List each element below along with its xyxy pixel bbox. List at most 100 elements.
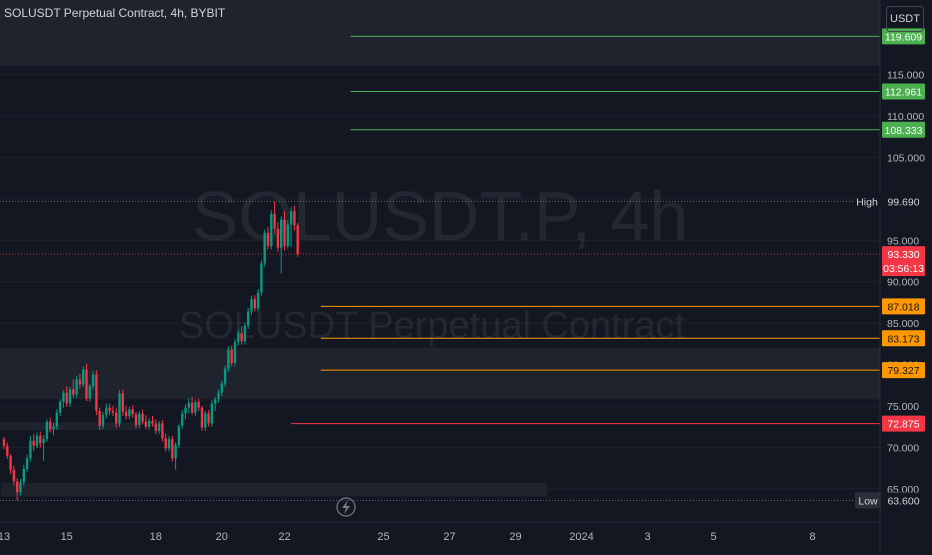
candle — [45, 419, 49, 442]
candle-body — [111, 410, 115, 413]
candle — [187, 398, 190, 414]
candle-body — [187, 402, 190, 408]
candle — [157, 420, 161, 435]
candle — [243, 322, 247, 345]
candle — [115, 407, 118, 428]
candle — [289, 207, 293, 247]
candle — [184, 404, 187, 420]
candle — [273, 201, 276, 234]
candle-body — [144, 421, 148, 427]
last-price: 93.330 — [887, 249, 919, 261]
candle — [171, 435, 174, 462]
candle — [237, 329, 240, 346]
level-price-tag-bg — [882, 362, 925, 379]
zone-rect — [0, 348, 880, 400]
candle — [55, 409, 58, 431]
candle — [111, 406, 115, 416]
candle-body — [82, 369, 85, 385]
candle — [128, 406, 131, 420]
candle — [65, 386, 68, 407]
candle — [190, 396, 194, 416]
candle — [214, 396, 217, 411]
candle-body — [2, 439, 6, 446]
candle — [247, 308, 250, 329]
x-tick-label: 27 — [443, 531, 455, 543]
candle-body — [108, 407, 111, 411]
currency-button[interactable]: USDT — [886, 6, 924, 32]
zones-layer — [0, 0, 880, 497]
candle-body — [210, 403, 214, 424]
candle — [207, 410, 210, 427]
candle — [296, 222, 299, 257]
candle-body — [75, 379, 78, 395]
candle-body — [55, 412, 58, 427]
price-grid — [0, 74, 880, 490]
low-label: Low — [858, 495, 878, 507]
candle — [98, 407, 101, 431]
candle — [141, 409, 144, 425]
candle-body — [253, 299, 256, 309]
candle-body — [217, 392, 220, 400]
chart-title: SOLUSDT Perpetual Contract, 4h, BYBIT — [4, 6, 226, 20]
candle-body — [227, 349, 230, 369]
candle-body — [148, 420, 151, 427]
candle — [263, 229, 266, 267]
lightning-icon[interactable] — [336, 497, 356, 517]
candle-body — [32, 440, 35, 446]
candle — [233, 338, 237, 367]
candle — [62, 390, 65, 408]
candle — [167, 435, 171, 452]
candle — [253, 294, 256, 312]
candles — [2, 201, 299, 501]
candle — [266, 227, 270, 250]
candle — [2, 436, 6, 450]
candle — [217, 389, 220, 403]
time-axis[interactable]: 13 15 18 20 22 25 27 29 2024 3 5 8 — [0, 531, 816, 543]
candle-body — [115, 412, 118, 424]
candle-body — [286, 224, 289, 247]
candle-body — [214, 399, 217, 404]
candle — [210, 400, 214, 427]
candle-body — [273, 213, 276, 229]
candle — [108, 403, 111, 416]
y-tick-label: 105.000 — [887, 152, 925, 164]
candle — [134, 411, 138, 429]
candle — [280, 216, 283, 274]
y-tick-label: 75.000 — [887, 401, 919, 413]
candle-body — [223, 368, 227, 384]
candle-body — [22, 468, 25, 483]
candle-body — [49, 421, 52, 430]
candle — [82, 366, 85, 387]
candle — [121, 389, 124, 416]
x-tick-label: 2024 — [569, 531, 593, 543]
candle — [12, 465, 16, 486]
level-price-tag-bg — [882, 83, 925, 100]
candle — [78, 373, 82, 389]
candle-body — [280, 219, 283, 248]
zone-rect — [0, 0, 880, 66]
candle-body — [98, 410, 101, 426]
candle — [131, 405, 134, 418]
candle — [276, 222, 280, 252]
x-tick-label: 25 — [377, 531, 389, 543]
low-value-bg — [882, 492, 925, 509]
candle — [88, 383, 91, 402]
candle — [101, 411, 105, 430]
candle-body — [151, 420, 154, 424]
candle-body — [154, 423, 157, 431]
y-tick-label: 110.000 — [887, 111, 924, 123]
candle — [240, 326, 243, 345]
candle — [91, 371, 95, 390]
candle-body — [171, 439, 174, 459]
candle — [227, 346, 230, 373]
candle-body — [240, 333, 243, 342]
candle — [154, 419, 157, 435]
x-tick-label: 29 — [509, 531, 521, 543]
candle-body — [263, 232, 266, 264]
candle-body — [39, 435, 42, 444]
candle-body — [276, 228, 280, 248]
low-label-bg — [855, 492, 881, 509]
price-labels: 119.609 112.961 108.333 87.018 83.173 79.327 7… — [853, 28, 925, 509]
level-lines — [291, 35, 880, 425]
